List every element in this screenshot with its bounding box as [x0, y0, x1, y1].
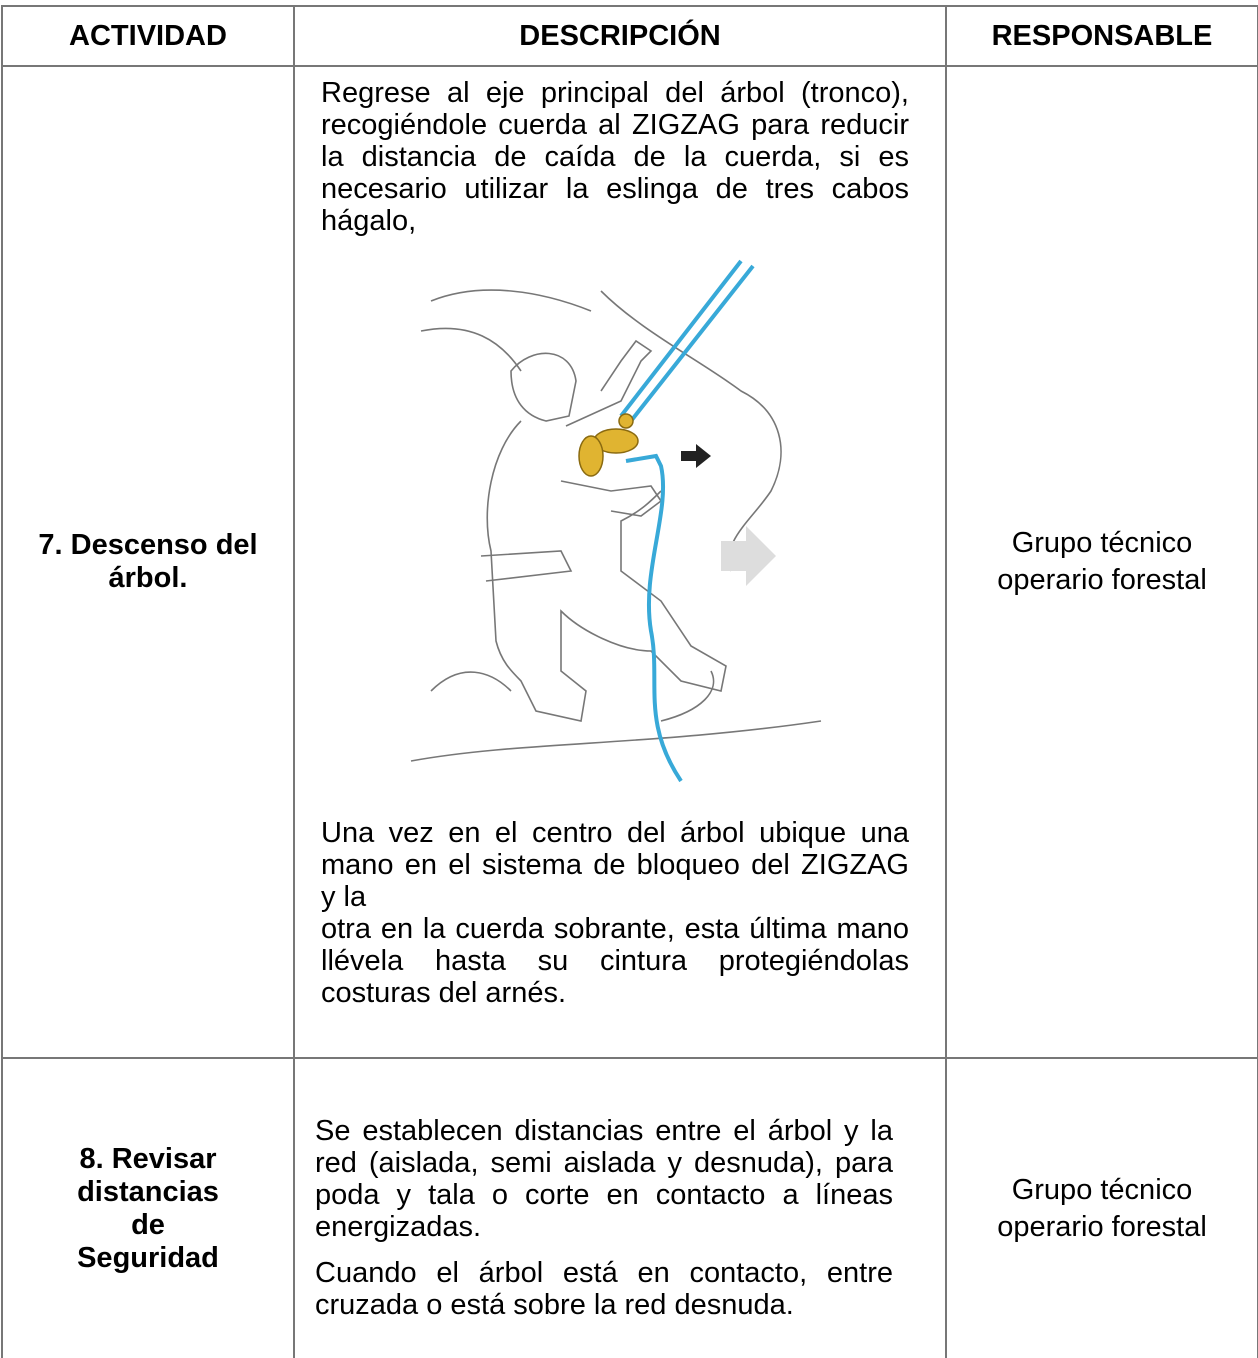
responsible-text: Grupo técnico operario forestal: [997, 1173, 1207, 1243]
paragraph: Se establecen distancias entre el árbol …: [315, 1115, 893, 1243]
header-row: ACTIVIDAD DESCRIPCIÓN RESPONSABLE: [1, 5, 1258, 67]
responsible-text: Grupo técnico operario forestal: [997, 527, 1207, 596]
illustration: [410, 259, 822, 783]
table-row: 7. Descenso del árbol. Regrese al eje pr…: [1, 65, 1258, 1059]
paragraph: Una vez en el centro del árbol ubique un…: [321, 817, 909, 913]
paragraph: otra en la cuerda sobrante, esta última …: [321, 913, 909, 1009]
activity-cell: 8. Revisar distancias de Seguridad: [1, 1057, 295, 1358]
activity-table: ACTIVIDAD DESCRIPCIÓN RESPONSABLE 7. Des…: [1, 5, 1258, 1358]
responsible-cell: Grupo técnico operario forestal: [945, 65, 1258, 1059]
responsible-cell: Grupo técnico operario forestal: [945, 1057, 1258, 1358]
description-cell: Regrese al eje principal del árbol (tron…: [293, 65, 947, 1059]
header-cell: DESCRIPCIÓN: [293, 5, 947, 67]
header-cell: ACTIVIDAD: [1, 5, 295, 67]
activity-cell: 7. Descenso del árbol.: [1, 65, 295, 1059]
description-block: Regrese al eje principal del árbol (tron…: [295, 67, 945, 1009]
header-cell: RESPONSABLE: [945, 5, 1258, 67]
activity-text: 7. Descenso del árbol.: [38, 529, 258, 594]
activity-text: 8. Revisar distancias de Seguridad: [77, 1142, 219, 1274]
description-cell: Se establecen distancias entre el árbol …: [293, 1057, 947, 1358]
table-row: 8. Revisar distancias de Seguridad Se es…: [1, 1057, 1258, 1358]
description-block: Se establecen distancias entre el árbol …: [295, 1059, 945, 1321]
paragraph: Regrese al eje principal del árbol (tron…: [321, 77, 909, 237]
paragraph: Cuando el árbol está en contacto, entre …: [315, 1257, 893, 1321]
